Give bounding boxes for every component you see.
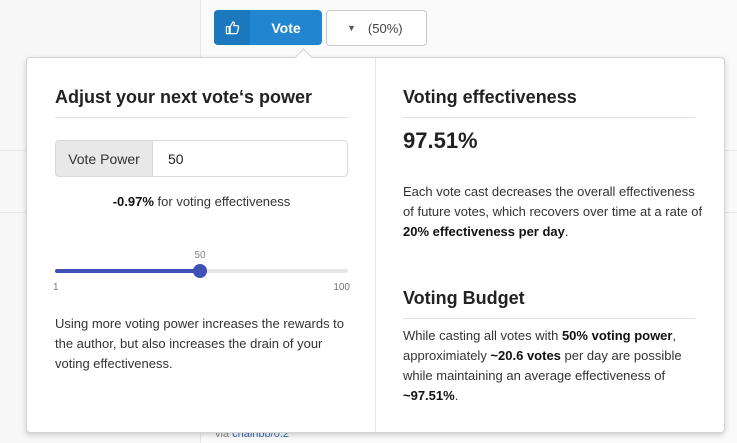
effectiveness-recovery-rate: 20% effectiveness per day	[403, 224, 565, 239]
voting-budget-heading: Voting Budget	[403, 288, 695, 319]
vote-button-label: Vote	[271, 19, 301, 36]
budget-average-effectiveness: ~97.51%	[403, 388, 455, 403]
vote-weight-dropdown[interactable]: ▼ (50%)	[326, 10, 427, 46]
popup-column-divider	[375, 58, 376, 432]
effectiveness-desc-end: .	[564, 224, 569, 239]
budget-votes-per-day: ~20.6 votes	[490, 348, 561, 363]
slider-value-label: 50	[194, 250, 206, 261]
thumbs-up-icon	[214, 10, 250, 45]
budget-voting-power: 50% voting power	[561, 328, 673, 343]
slider-handle[interactable]	[193, 264, 207, 278]
vote-power-slider[interactable]: 50 1 100	[53, 250, 350, 296]
vote-weight-display: (50%)	[367, 20, 403, 36]
voting-effectiveness-description: Each vote cast decreases the overall eff…	[403, 182, 703, 242]
vote-power-popup: Adjust your next vote‘s power Vote Power…	[26, 48, 725, 433]
effectiveness-desc-text: Each vote cast decreases the overall eff…	[403, 184, 703, 219]
caret-down-icon: ▼	[347, 23, 356, 33]
budget-desc-text: , approximiately	[403, 328, 677, 363]
slider-max-label: 100	[333, 282, 350, 293]
budget-desc-text: per day are possible while maintaining a…	[403, 348, 682, 383]
vote-button[interactable]: Vote	[214, 10, 322, 45]
vote-power-label: Vote Power	[55, 140, 152, 177]
effectiveness-change-value: -0.97%	[112, 194, 154, 209]
voting-effectiveness-heading: Voting effectiveness	[403, 87, 695, 118]
voting-budget-description: While casting all votes with 50% voting …	[403, 326, 703, 406]
vote-power-input[interactable]: 50	[152, 140, 348, 177]
budget-desc-end: .	[454, 388, 459, 403]
vote-power-description: Using more voting power increases the re…	[55, 316, 345, 371]
effectiveness-change-suffix: for voting effectiveness	[153, 194, 291, 209]
voting-effectiveness-value: 97.51%	[403, 128, 478, 153]
effectiveness-change-note: -0.97% for voting effectiveness	[55, 194, 348, 209]
slider-min-label: 1	[53, 282, 59, 293]
adjust-power-heading: Adjust your next vote‘s power	[55, 87, 348, 118]
budget-desc-text: While casting all votes with	[403, 328, 562, 343]
vote-power-field-group: Vote Power 50	[55, 140, 348, 177]
slider-fill	[55, 269, 200, 273]
